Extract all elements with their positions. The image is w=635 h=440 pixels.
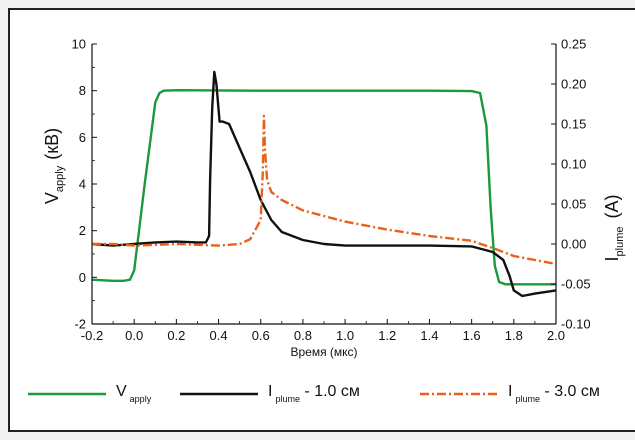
y-right-tick-label: 0.25 (561, 37, 586, 52)
y-right-tick-label: 0.20 (561, 77, 586, 92)
svg-text:Iplume(A): Iplume (A) (602, 195, 626, 262)
y-left-label-unit: (кВ) (42, 128, 62, 160)
x-tick-label: 2.0 (547, 328, 565, 343)
x-axis-label: Время (мкс) (290, 345, 357, 359)
x-tick-label: 1.2 (378, 328, 396, 343)
x-tick-label: 0.0 (125, 328, 143, 343)
y-right-tick-label: -0.05 (561, 277, 591, 292)
x-tick-label: -0.2 (81, 328, 103, 343)
x-tick-label: 0.6 (252, 328, 270, 343)
y-left-tick-label: 6 (79, 130, 86, 145)
chart-frame: -0.2 0.0 0.2 0.4 0.6 0.8 1.0 1.2 1.4 1.6 1.8 2.0 -2 0… (8, 8, 635, 432)
svg-text:Vapply(кВ): Vapply (кВ) (42, 128, 66, 204)
y-right-tick-label: -0.10 (561, 317, 591, 332)
chart: -0.2 0.0 0.2 0.4 0.6 0.8 1.0 1.2 1.4 1.6 1.8 2.0 -2 0… (28, 37, 626, 404)
series-line-2 (91, 70, 557, 298)
x-tick-label: 0.4 (210, 328, 228, 343)
series-line-3 (92, 114, 557, 266)
y-left-axis-label: Vapply (кВ) (42, 128, 66, 204)
x-tick-label: 1.4 (420, 328, 438, 343)
y-left-tick-label: -2 (74, 317, 86, 332)
y-left-tick-label: 8 (79, 83, 86, 98)
y-left-label-sub: apply (54, 165, 66, 192)
y-right-axis-label: Iplume (A) (602, 195, 626, 262)
y-right-tick-label: 0.00 (561, 237, 586, 252)
y-right-tick-label: 0.15 (561, 117, 586, 132)
y-left-tick-label: 2 (79, 223, 86, 238)
x-tick-label: 0.8 (294, 328, 312, 343)
x-tick-label: 0.2 (167, 328, 185, 343)
x-tick-label: 1.6 (463, 328, 481, 343)
series-line-1 (91, 88, 556, 286)
y-right-label-sub: plume (614, 227, 626, 257)
y-left-label-main: V (42, 192, 62, 204)
x-tick-label: 1.8 (505, 328, 523, 343)
y-right-tick-label: 0.10 (561, 157, 586, 172)
x-tick-label: 1.0 (336, 328, 354, 343)
y-left-tick-label: 0 (79, 270, 86, 285)
y-right-tick-label: 0.05 (561, 197, 586, 212)
y-left-tick-label: 10 (72, 37, 86, 52)
y-left-tick-label: 4 (79, 177, 86, 192)
y-right-label-unit: (A) (602, 195, 622, 219)
y-right-label-main: I (602, 256, 622, 261)
